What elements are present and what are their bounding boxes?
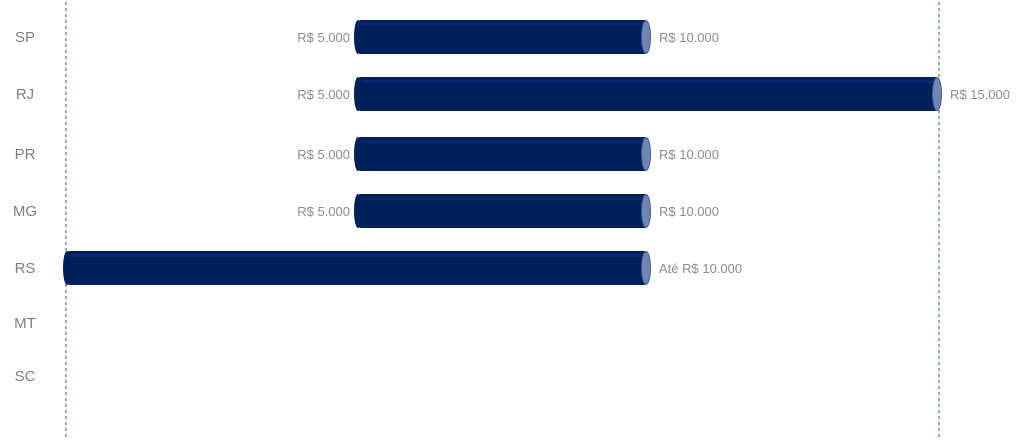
bar-end-cap-rj (932, 77, 942, 111)
bar-highlight-sp (361, 23, 644, 26)
bar-highlight-mg (361, 197, 644, 200)
bar-end-cap-mg (641, 194, 651, 228)
category-label-pr: PR (15, 146, 36, 163)
category-label-sc: SC (15, 368, 36, 385)
category-label-rs: RS (15, 260, 36, 277)
bar-rj (354, 77, 942, 111)
bar-start-cap-rj (354, 77, 362, 111)
category-label-mg: MG (13, 203, 37, 220)
end-label-pr: R$ 10.000 (659, 147, 719, 162)
bar-end-cap-sp (641, 20, 651, 54)
bar-highlight-rj (361, 80, 935, 83)
value-labels: R$ 5.000 R$ 10.000 R$ 5.000 R$ 15.000 R$ 5.0… (297, 30, 1010, 276)
reference-lines (65, 2, 940, 440)
bar-sp (354, 20, 651, 54)
end-label-sp: R$ 10.000 (659, 30, 719, 45)
start-label-sp: R$ 5.000 (297, 30, 350, 45)
bar-highlight-pr (361, 140, 644, 143)
category-label-mt: MT (14, 315, 36, 332)
bar-rs (63, 251, 651, 285)
category-label-sp: SP (15, 29, 35, 46)
bar-mg (354, 194, 651, 228)
start-label-mg: R$ 5.000 (297, 204, 350, 219)
bar-start-cap-sp (354, 20, 362, 54)
bar-start-cap-rs (63, 251, 71, 285)
start-label-rj: R$ 5.000 (297, 87, 350, 102)
bar-pr (354, 137, 651, 171)
bar-body-sp (357, 20, 648, 54)
category-labels: SP RJ PR MG RS MT SC (13, 29, 37, 385)
bar-start-cap-mg (354, 194, 362, 228)
bar-body-mg (357, 194, 648, 228)
end-label-rj: R$ 15.000 (950, 87, 1010, 102)
bar-body-rs (66, 251, 648, 285)
bar-end-cap-rs (641, 251, 651, 285)
end-label-rs: Até R$ 10.000 (659, 261, 742, 276)
end-label-mg: R$ 10.000 (659, 204, 719, 219)
bar-end-cap-pr (641, 137, 651, 171)
bar-body-rj (357, 77, 939, 111)
range-bars (63, 20, 942, 285)
bar-start-cap-pr (354, 137, 362, 171)
category-label-rj: RJ (16, 86, 34, 103)
start-label-pr: R$ 5.000 (297, 147, 350, 162)
bar-body-pr (357, 137, 648, 171)
bar-highlight-rs (70, 254, 644, 257)
